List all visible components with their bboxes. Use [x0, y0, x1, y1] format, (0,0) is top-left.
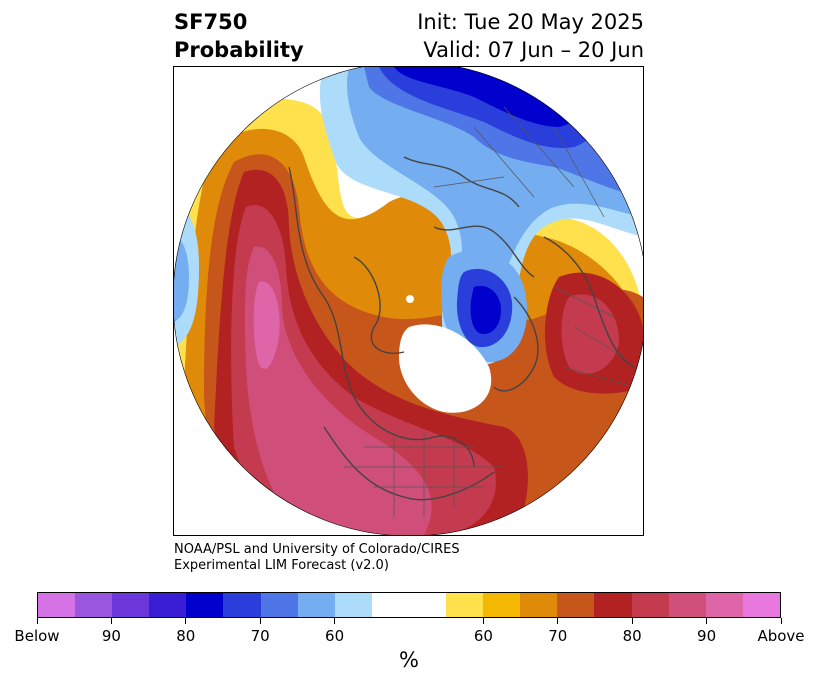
colorbar-tick	[36, 618, 38, 624]
colorbar-swatch	[446, 593, 484, 617]
field-above-90	[244, 246, 432, 535]
title-product: Probability	[174, 38, 304, 62]
colorbar-tick	[631, 618, 633, 624]
field-arctic-above	[357, 206, 449, 307]
colorbar-tick-label: 90	[697, 627, 717, 645]
colorbar-tick	[185, 618, 187, 624]
colorbar-tick	[780, 618, 782, 624]
title-init-date: Init: Tue 20 May 2025	[417, 10, 644, 34]
colorbar-swatch	[557, 593, 595, 617]
colorbar-tick-label: Below	[14, 627, 60, 645]
map-title-right: Init: Tue 20 May 2025 Valid: 07 Jun – 20…	[417, 8, 644, 64]
field-neutral-atlantic	[399, 324, 492, 413]
colorbar-swatch	[594, 593, 632, 617]
colorbar-swatch	[112, 593, 150, 617]
colorbar-tick	[334, 618, 336, 624]
field-below-siberia-max	[470, 285, 502, 335]
colorbar-tick-label: 80	[622, 627, 642, 645]
colorbar-tick-label: 90	[101, 627, 121, 645]
field-above-95	[253, 281, 280, 369]
probability-field	[174, 67, 643, 535]
colorbar-swatch	[520, 593, 558, 617]
colorbar-tick-label: Above	[757, 627, 805, 645]
colorbar-tick	[557, 618, 559, 624]
colorbar-swatch	[297, 593, 335, 617]
map-title-left: SF750 Probability	[174, 8, 304, 64]
credit-line-2: Experimental LIM Forecast (v2.0)	[174, 558, 389, 573]
coastlines	[288, 156, 635, 501]
colorbar	[37, 592, 781, 618]
colorbar-tick	[706, 618, 708, 624]
colorbar-tick-label: 70	[250, 627, 270, 645]
colorbar-tick	[259, 618, 261, 624]
colorbar-tick-label: 70	[548, 627, 568, 645]
colorbar-tick	[110, 618, 112, 624]
colorbar-tick-label: 60	[473, 627, 493, 645]
colorbar-swatch	[742, 593, 780, 617]
colorbar-swatch	[75, 593, 113, 617]
colorbar-swatch	[483, 593, 521, 617]
credit-line-1: NOAA/PSL and University of Colorado/CIRE…	[174, 542, 460, 557]
colorbar-swatch	[408, 593, 447, 617]
colorbar-tick	[482, 618, 484, 624]
colorbar-swatch	[186, 593, 224, 617]
field-below-pacific-core	[174, 237, 189, 322]
colorbar-swatch	[334, 593, 372, 617]
colorbar-swatch	[260, 593, 298, 617]
map-panel	[173, 66, 644, 536]
colorbar-swatch	[149, 593, 187, 617]
colorbar-swatch	[371, 593, 409, 617]
colorbar-tick-label: 60	[325, 627, 345, 645]
political-borders	[344, 106, 635, 517]
colorbar-swatch	[705, 593, 743, 617]
colorbar-swatch	[38, 593, 76, 617]
colorbar-tick-label: 80	[176, 627, 196, 645]
colorbar-swatch	[223, 593, 261, 617]
colorbar-unit: %	[399, 648, 419, 672]
title-valid-period: Valid: 07 Jun – 20 Jun	[423, 38, 644, 62]
credit-text: NOAA/PSL and University of Colorado/CIRE…	[174, 542, 460, 574]
pole-hole	[406, 295, 414, 303]
colorbar-swatch	[631, 593, 669, 617]
colorbar-swatch	[668, 593, 706, 617]
title-variable: SF750	[174, 10, 248, 34]
field-above-europe-core	[561, 294, 619, 374]
probability-map	[174, 67, 643, 535]
